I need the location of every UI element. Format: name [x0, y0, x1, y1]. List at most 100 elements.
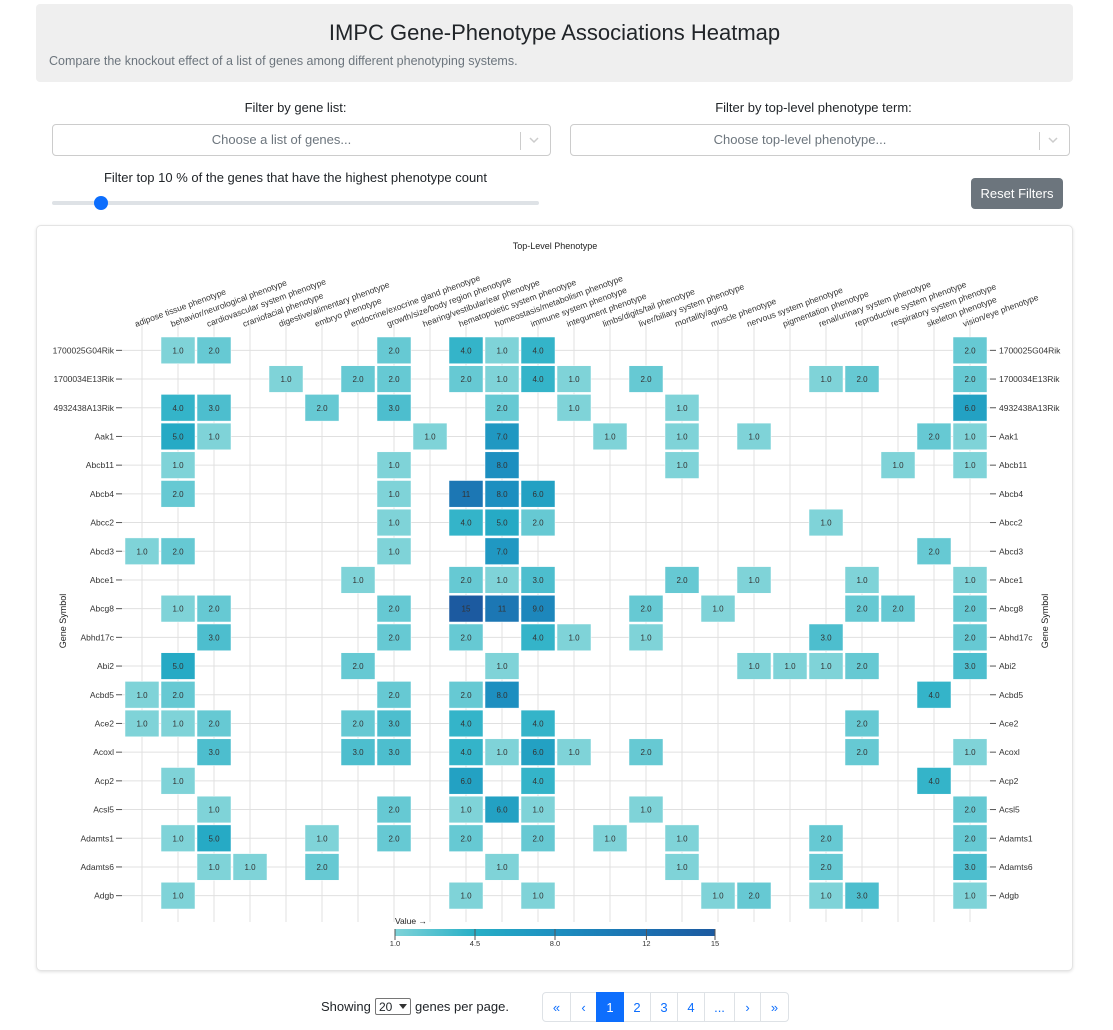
heatmap-cell: [664, 853, 700, 881]
heatmap-cell: [160, 882, 196, 910]
top-genes-slider[interactable]: [52, 201, 539, 205]
heatmap-cell: [196, 795, 232, 824]
heatmap-cell: [340, 738, 376, 766]
cell-value-label: 2.0: [856, 662, 868, 671]
heatmap-cell: [736, 566, 772, 594]
cell-value-label: 1.0: [496, 576, 508, 585]
cell-value-label: 5.0: [172, 432, 184, 441]
heatmap-cell: [376, 824, 412, 852]
heatmap-cell: [520, 738, 556, 766]
heatmap-cell: [196, 623, 232, 651]
cell-value-label: 1.0: [568, 375, 580, 384]
heatmap-cell: [340, 709, 376, 738]
y-tick-label-right: Abcb4: [999, 489, 1023, 499]
cell-value-label: 1.0: [244, 863, 256, 872]
cell-value-label: 2.0: [856, 719, 868, 728]
cell-value-label: 1.0: [388, 519, 400, 528]
heatmap-cell: [376, 394, 412, 422]
y-tick-label-right: Abcg8: [999, 604, 1023, 614]
last-page-button[interactable]: »: [760, 992, 789, 1022]
cell-value-label: 2.0: [532, 834, 544, 843]
page-button-4[interactable]: 4: [677, 992, 705, 1022]
heatmap-cell: [916, 537, 952, 565]
heatmap-cell: [808, 623, 844, 651]
chevron-down-icon[interactable]: [1047, 133, 1059, 147]
phenotype-select[interactable]: Choose top-level phenotype...: [570, 124, 1070, 156]
heatmap-cell: [844, 365, 880, 393]
heatmap-cell: [448, 480, 484, 508]
heatmap-cell: [484, 652, 520, 680]
per-page-select[interactable]: 20: [375, 998, 411, 1015]
heatmap-cell: [592, 422, 628, 451]
cell-value-label: 1.0: [964, 461, 976, 470]
heatmap-cell: [304, 824, 340, 852]
next-page-button[interactable]: ›: [734, 992, 761, 1022]
cell-value-label: 1.0: [856, 576, 868, 585]
heatmap-cell: [952, 738, 988, 766]
heatmap-cell: [160, 480, 196, 508]
cell-value-label: 1.0: [388, 461, 400, 470]
cell-value-label: 8.0: [496, 490, 508, 499]
y-axis-title-left: Gene Symbol: [58, 594, 68, 649]
page-button-1[interactable]: 1: [596, 992, 624, 1022]
reset-filters-button[interactable]: Reset Filters: [971, 178, 1063, 209]
cell-value-label: 1.0: [964, 748, 976, 757]
cell-value-label: 1.0: [640, 633, 652, 642]
cell-value-label: 11: [498, 605, 507, 614]
heatmap-cell: [520, 365, 556, 393]
cell-value-label: 2.0: [388, 691, 400, 700]
gene-list-select[interactable]: Choose a list of genes...: [52, 124, 551, 156]
heatmap-cell: [448, 738, 484, 766]
per-page-value: 20: [379, 1000, 393, 1014]
showing-label: Showing: [321, 999, 371, 1014]
cell-value-label: 3.0: [856, 892, 868, 901]
heatmap-cell: [808, 365, 844, 393]
page-button-3[interactable]: 3: [650, 992, 678, 1022]
cell-value-label: 1.0: [352, 576, 364, 585]
cell-value-label: 6.0: [532, 748, 544, 757]
y-tick-label-left: Acoxl: [93, 747, 114, 757]
heatmap-cell: [628, 365, 664, 393]
cell-value-label: 2.0: [964, 633, 976, 642]
cell-value-label: 1.0: [748, 576, 760, 585]
cell-value-label: 1.0: [820, 662, 832, 671]
heatmap-cell: [952, 394, 988, 422]
first-page-button[interactable]: «: [542, 992, 571, 1022]
cell-value-label: 2.0: [856, 748, 868, 757]
heatmap-cell: [808, 853, 844, 881]
cell-value-label: 1.0: [532, 892, 544, 901]
heatmap-cell: [448, 336, 484, 364]
cell-value-label: 4.0: [928, 691, 940, 700]
pagination-ellipsis: ...: [704, 992, 735, 1022]
heatmap-cell: [808, 652, 844, 680]
cell-value-label: 6.0: [460, 777, 472, 786]
cell-value-label: 1.0: [496, 863, 508, 872]
cell-value-label: 1.0: [892, 461, 904, 470]
heatmap-cell: [232, 853, 268, 881]
phenotype-filter-label: Filter by top-level phenotype term:: [715, 100, 912, 115]
y-tick-label-left: Acsl5: [93, 805, 114, 815]
cell-value-label: 1.0: [820, 519, 832, 528]
y-tick-label-left: 4932438A13Rik: [54, 403, 115, 413]
chevron-down-icon[interactable]: [528, 133, 540, 147]
heatmap-cell: [952, 566, 988, 594]
per-page-suffix: genes per page.: [415, 999, 509, 1014]
cell-value-label: 1.0: [676, 834, 688, 843]
slider-thumb[interactable]: [94, 196, 108, 210]
page-button-2[interactable]: 2: [623, 992, 651, 1022]
heatmap-cell: [376, 508, 412, 537]
legend-tick-label: 1.0: [390, 939, 400, 948]
cell-value-label: 1.0: [784, 662, 796, 671]
prev-page-button[interactable]: ‹: [570, 992, 597, 1022]
cell-value-label: 1.0: [460, 806, 472, 815]
heatmap-cell: [916, 681, 952, 709]
heatmap-cell: [628, 595, 664, 623]
cell-value-label: 1.0: [172, 834, 184, 843]
cell-value-label: 4.0: [172, 404, 184, 413]
cell-value-label: 2.0: [388, 375, 400, 384]
heatmap-card: Top-Level Phenotype adipose tissue phenot…: [36, 225, 1073, 971]
cell-value-label: 1.0: [676, 863, 688, 872]
heatmap-cell: [340, 652, 376, 680]
heatmap-cell: [448, 623, 484, 651]
pagination: « ‹ 1 2 3 4 ... › »: [542, 992, 789, 1022]
